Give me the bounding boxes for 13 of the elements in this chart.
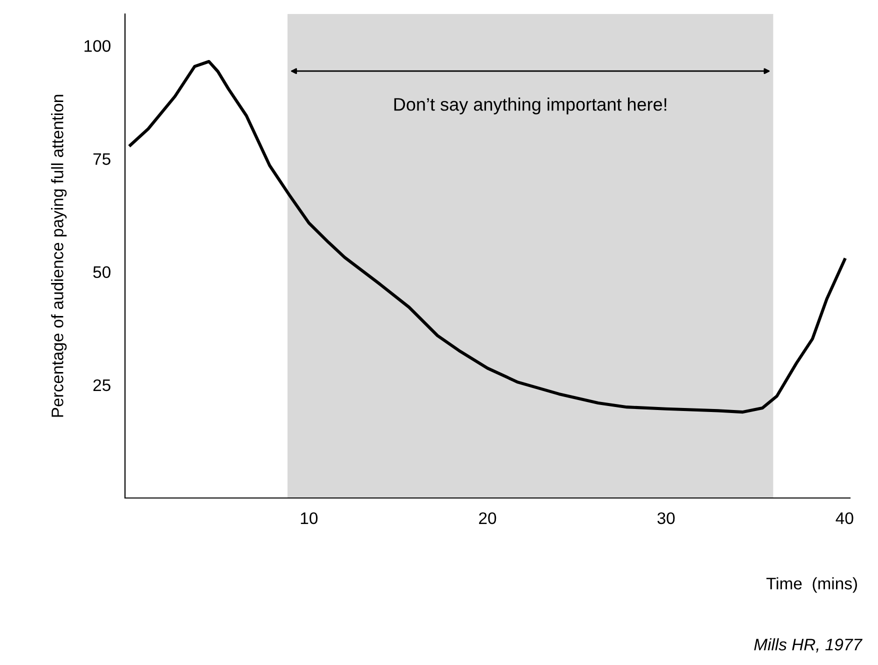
x-tick-label: 30 <box>657 512 675 524</box>
y-axis-title: Percentage of audience paying full attention <box>51 94 67 417</box>
x-tick-label: 10 <box>300 512 318 524</box>
line-series <box>128 60 846 414</box>
y-tick-label: 50 <box>93 266 110 278</box>
band-label: Don’t say anything important here! <box>394 98 666 114</box>
text: Mills HR, 1977 <box>754 638 863 652</box>
x-tick-label: 20 <box>479 512 496 524</box>
y-tick-label: 100 <box>84 40 110 52</box>
y-tick-label: 75 <box>93 153 110 165</box>
x-axis-title: Time (mins) <box>766 577 857 593</box>
y-tick-label: 25 <box>93 379 110 392</box>
x-tick-label: 40 <box>836 512 854 524</box>
